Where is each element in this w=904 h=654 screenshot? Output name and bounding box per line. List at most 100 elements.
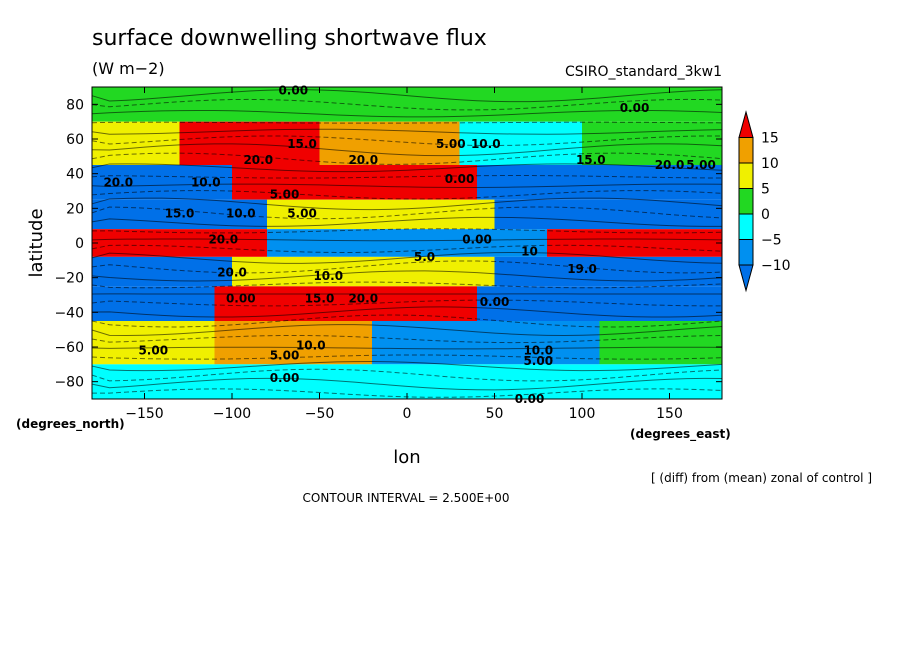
contour-label-0: 0.00 [278,83,308,97]
y-tick-label-2: 40 [66,167,84,183]
contour-label-10: 20.0 [103,175,133,189]
contour-label-19: 10 [521,245,538,259]
chart-units: (W m−2) [92,59,165,78]
contour-label-26: 20.0 [348,291,378,305]
contour-line-19 [91,260,723,274]
contour-label-11: 10.0 [191,175,221,189]
colorbar-label-3: 0 [761,207,770,223]
y-tick-label-6: −40 [54,305,84,321]
contour-line-24 [91,306,723,318]
y-tick-label-5: −20 [54,271,84,287]
contour-line-3 [91,121,723,124]
colorbar: 15 10 5 0 −5 −10 [738,110,791,293]
field-cell-1-0 [92,121,180,165]
colorbar-segment-0 [738,110,754,138]
contour-label-1: 0.00 [620,101,650,115]
field-cell-7-0 [92,321,215,365]
field-cell-4-2 [547,229,722,257]
contour-line-12 [91,197,723,211]
contour-label-24: 0.00 [226,291,256,305]
contour-label-7: 15.0 [576,153,606,167]
contour-label-13: 0.00 [445,172,475,186]
field-cell-1-3 [459,121,582,165]
contour-line-9 [91,175,723,179]
contour-line-30 [91,361,723,372]
contour-line-2 [91,109,723,118]
contour-line-27 [91,334,723,344]
plot-area [92,87,722,399]
contour-label-16: 5.00 [287,207,317,221]
contour-label-17: 20.0 [208,233,238,247]
x-tick-label-1: −100 [213,406,251,422]
colorbar-segment-3 [738,188,754,215]
colorbar-label-5: −10 [761,258,791,274]
contour-line-23 [91,299,723,307]
colorbar-segment-5 [738,239,754,266]
x-tick-label-2: −50 [305,406,335,422]
contour-label-22: 20.0 [217,265,247,279]
contour-label-14: 15.0 [165,207,195,221]
contour-line-18 [91,251,723,264]
contour-line-25 [91,314,723,328]
contour-interval: CONTOUR INTERVAL = 2.500E+00 [303,491,510,505]
field-cell-5-2 [494,256,722,287]
contour-line-32 [91,377,723,391]
contour-label-25: 15.0 [305,291,335,305]
contour-line-15 [91,228,723,234]
y-axis-label: latitude [26,208,47,277]
contour-label-29: 10.0 [296,338,326,352]
x-tick-label-6: 150 [656,406,683,422]
chart-title: surface downwelling shortwave flux [92,26,487,51]
contour-line-14 [91,216,723,227]
y-tick-label-0: 80 [66,97,84,113]
contour-line-17 [91,244,723,253]
y-unit-label: (degrees_north) [16,417,125,432]
contour-label-20: 5.0 [414,250,435,264]
contour-line-28 [91,346,723,350]
contour-label-31: 10.0 [523,343,553,357]
x-tick-label-0: −150 [125,406,163,422]
contour-label-2: 15.0 [287,137,317,151]
contour-label-30: 5.00 [270,349,300,363]
field-cell-3-2 [494,199,722,230]
x-tick-label-4: 50 [486,406,504,422]
contour-line-6 [91,143,723,157]
contour-label-15: 10.0 [226,207,256,221]
model-label: CSIRO_standard_3kw1 [565,64,722,80]
contour-line-21 [91,281,723,289]
contour-label-21: 19.0 [567,262,597,276]
field-cell-2-0 [92,165,232,200]
x-tick-label-3: 0 [403,406,412,422]
contour-line-1 [91,98,723,111]
field-cell-6-0 [92,286,215,321]
contour-label-8: 20.0 [655,158,685,172]
contour-label-23: 10.0 [313,269,343,283]
y-tick-label-3: 20 [66,201,84,217]
colorbar-segment-2 [738,162,754,189]
field-cell-2-1 [232,165,477,200]
contour-line-0 [91,89,723,103]
contour-line-11 [91,190,723,200]
field-cell-2-2 [477,165,722,200]
contour-label-32: 5.00 [523,354,553,368]
field-cell-6-2 [477,286,722,321]
field-cell-1-4 [582,121,722,165]
contour-line-26 [91,324,723,336]
y-axis: 80 60 40 20 0 −20 −40 −60 −80 [54,97,722,391]
contour-label-3: 20.0 [243,153,273,167]
diff-note: [ (diff) from (mean) zonal of control ] [651,471,872,485]
field-cell-3-1 [267,199,495,230]
field-cell-1-1 [179,121,320,165]
contour-label-27: 0.00 [480,295,510,309]
colorbar-label-0: 15 [761,131,779,147]
colorbar-segment-4 [738,213,754,240]
contour-label-5: 5.00 [436,137,466,151]
y-tick-label-7: −60 [54,340,84,356]
colorbar-label-4: −5 [761,233,782,249]
x-tick-label-5: 100 [569,406,596,422]
colorbar-segment-6 [738,264,754,293]
field-cell-6-1 [214,286,477,321]
